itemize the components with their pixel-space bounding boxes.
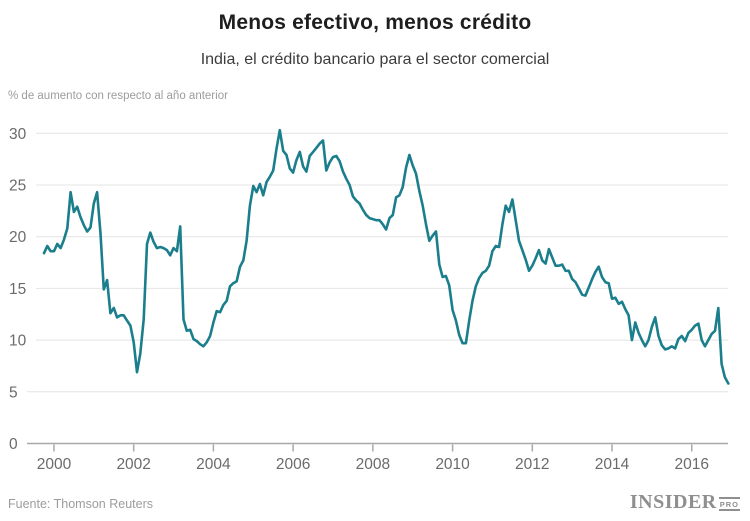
y-tick-label: 0 [9, 436, 18, 453]
y-tick-label: 25 [9, 178, 26, 195]
x-tick-label: 2006 [276, 456, 310, 473]
chart-subtitle: India, el crédito bancario para el secto… [200, 51, 550, 68]
brand-pro-badge: PRO [718, 497, 740, 511]
y-tick-label: 15 [9, 281, 26, 298]
brand-name-text: INSIDER [629, 491, 717, 513]
chart-title: Menos efectivo, menos crédito [218, 11, 532, 34]
y-tick-label: 10 [9, 333, 27, 350]
insider-pro-logo: INSIDER PRO [630, 491, 740, 513]
x-tick-label: 2016 [674, 456, 708, 473]
y-tick-label: 5 [9, 384, 18, 401]
source-text: Fuente: Thomson Reuters [8, 497, 153, 511]
credit-growth-line [42, 128, 730, 385]
x-tick-label: 2012 [515, 456, 549, 473]
x-tick-label: 2008 [356, 456, 390, 473]
x-tick-label: 2014 [595, 456, 630, 473]
y-axis-unit-label: % de aumento con respecto al año anterio… [8, 90, 228, 102]
x-tick-label: 2000 [37, 456, 72, 473]
x-tick-label: 2004 [196, 456, 231, 473]
x-tick-label: 2010 [435, 456, 470, 473]
y-tick-label: 30 [9, 126, 27, 143]
x-tick-label: 2002 [116, 456, 150, 473]
y-tick-label: 20 [9, 229, 27, 246]
